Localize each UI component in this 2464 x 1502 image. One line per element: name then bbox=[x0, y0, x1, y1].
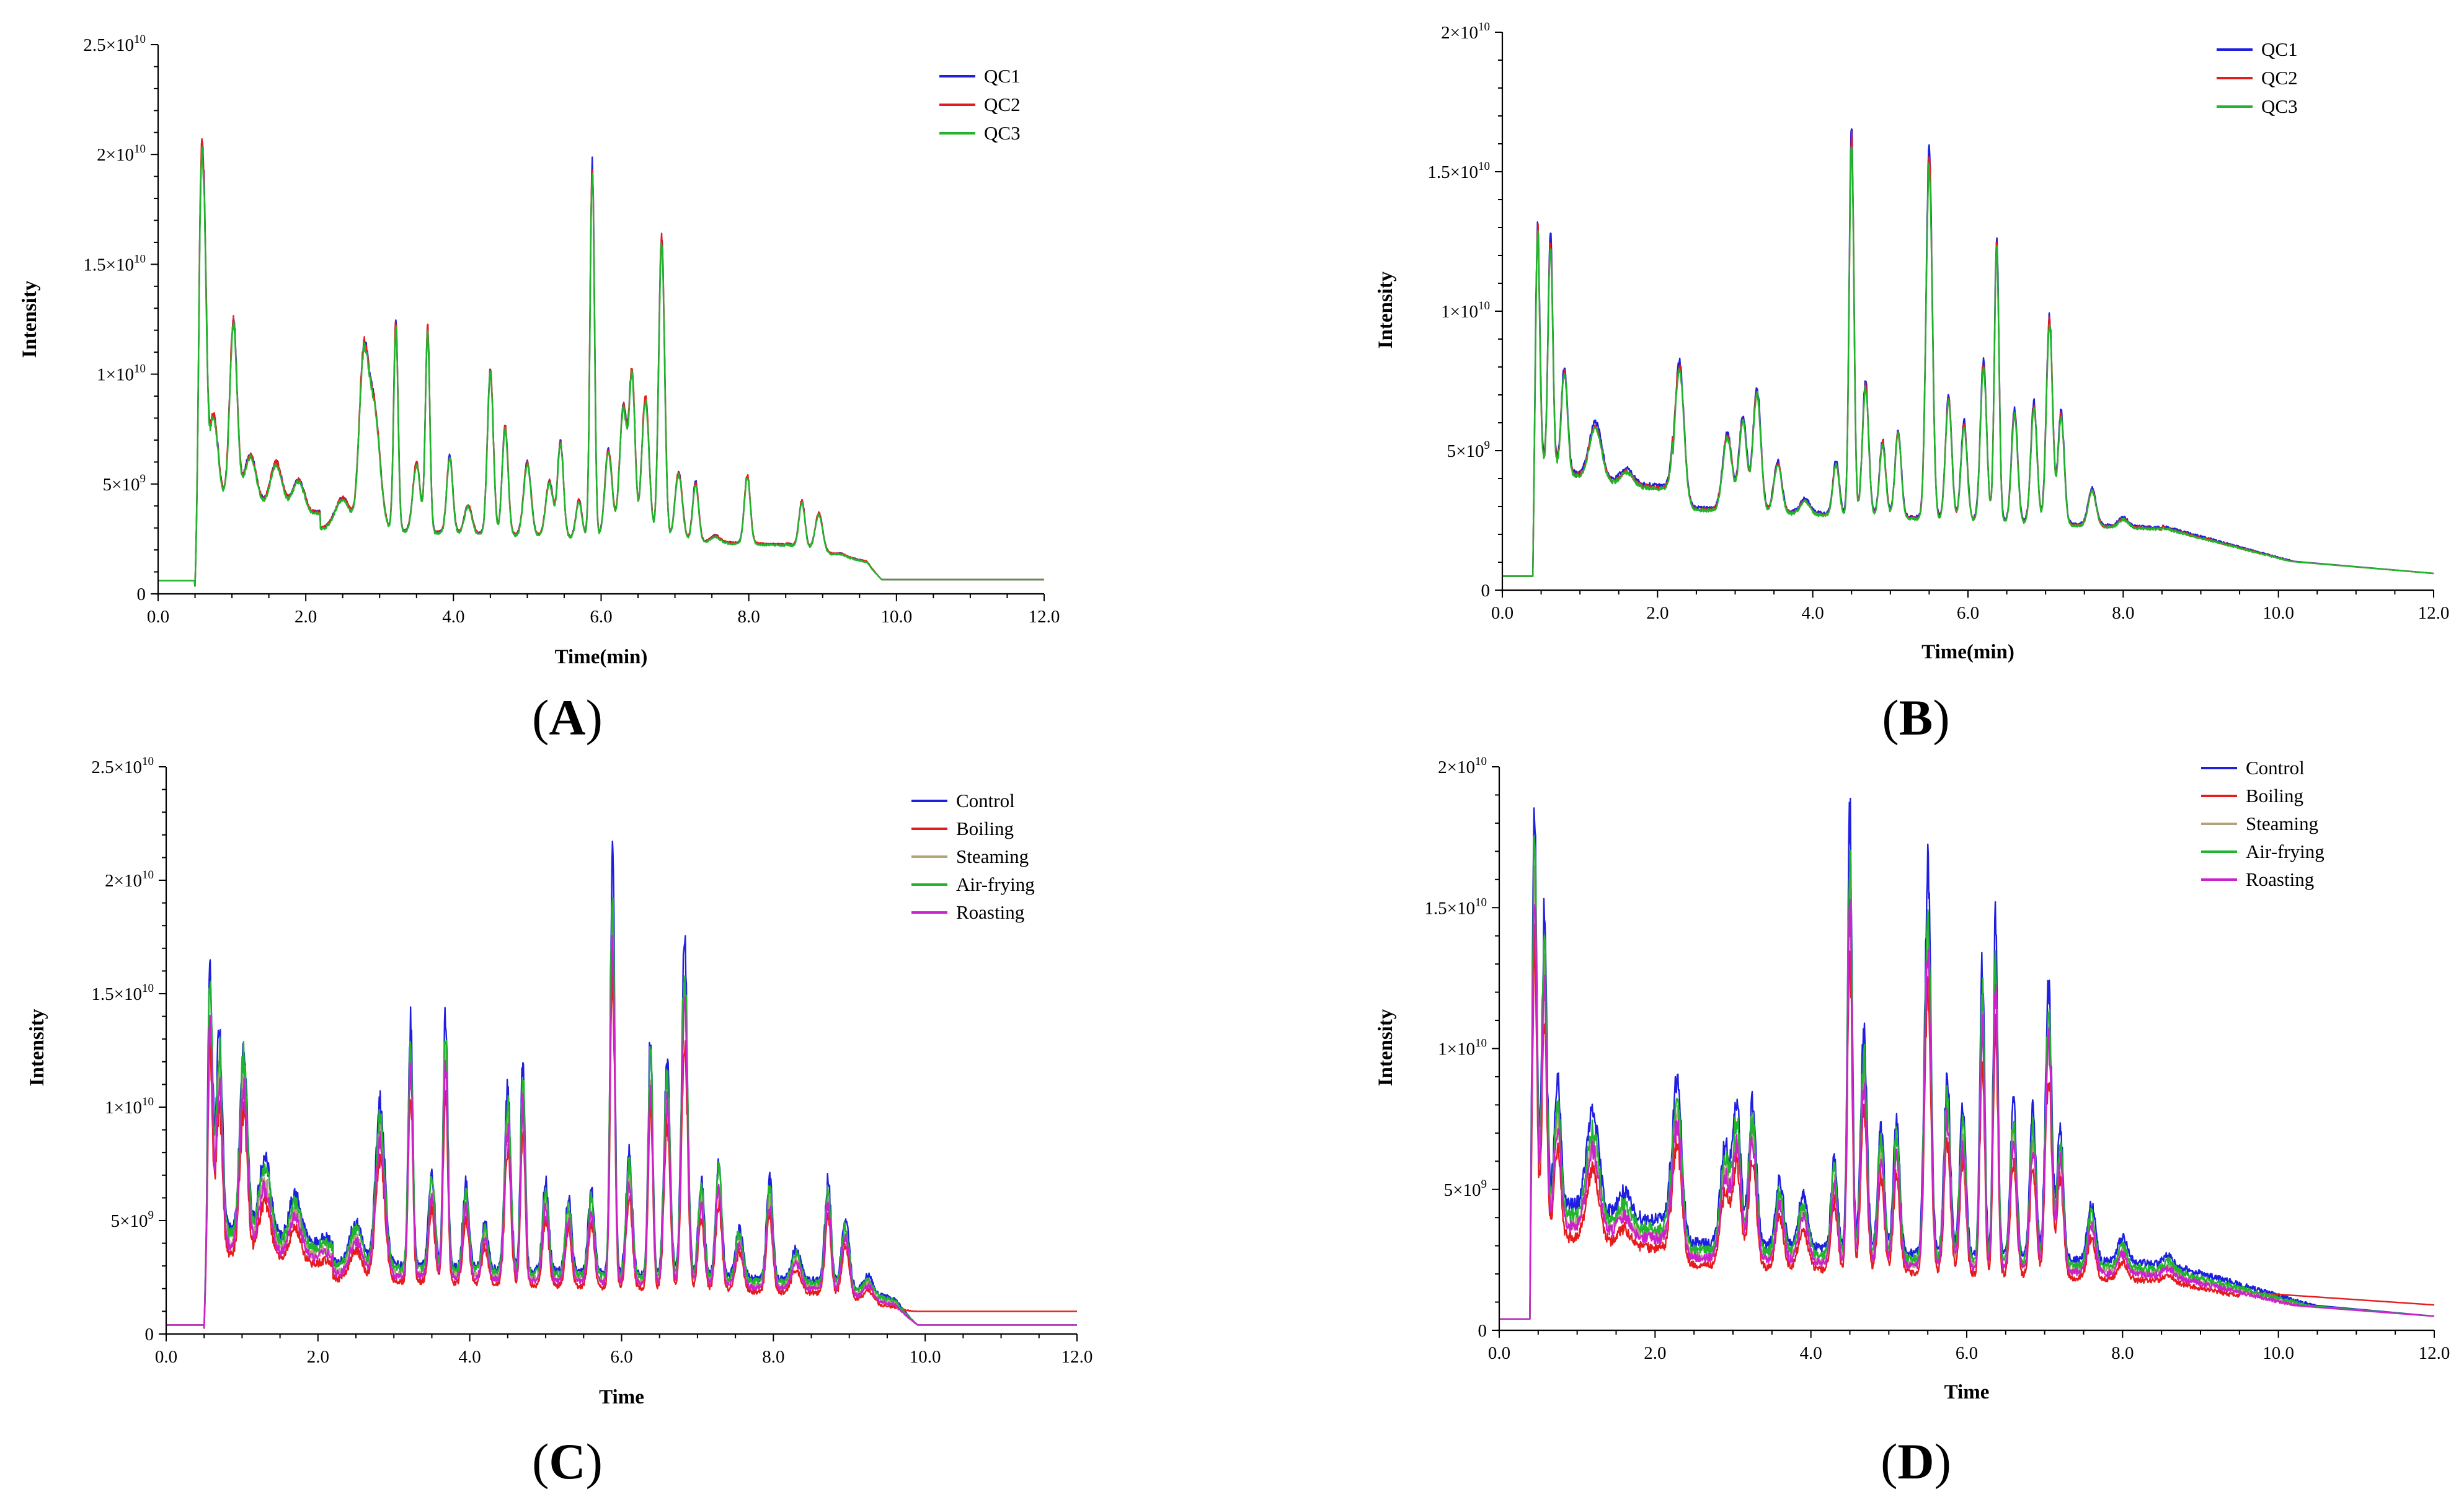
x-tick-label: 0.0 bbox=[1491, 603, 1513, 623]
y-axis-title: Intensity bbox=[1375, 271, 1397, 348]
y-tick-label: 5×109 bbox=[111, 1209, 154, 1231]
y-tick-label: 5×109 bbox=[1444, 1178, 1487, 1200]
legend-label-qc1: QC1 bbox=[984, 65, 1021, 87]
legend: QC1 QC2 QC3 bbox=[2217, 38, 2298, 117]
legend-label-qc2: QC2 bbox=[984, 94, 1021, 115]
x-tick-label: 2.0 bbox=[295, 607, 317, 627]
y-tick-label: 1.5×1010 bbox=[1427, 160, 1490, 182]
x-axis-title: Time(min) bbox=[555, 646, 648, 668]
chart-panel-D: 0.0 2.0 4.0 6.0 8.0 10.0 12.0 0 5×109 1×1010 1.5×1… bbox=[1375, 755, 2450, 1490]
panel-label: (D) bbox=[1881, 1433, 1951, 1490]
x-tick-label: 8.0 bbox=[762, 1347, 784, 1367]
series-line-qc3 bbox=[157, 146, 1045, 587]
x-axis-title: Time bbox=[599, 1386, 644, 1408]
legend-label-qc1: QC1 bbox=[2261, 38, 2298, 60]
series-line-roasting bbox=[1499, 898, 2435, 1320]
x-tick-label: 2.0 bbox=[307, 1347, 329, 1367]
legend-label-boiling: Boiling bbox=[956, 818, 1014, 839]
x-tick-label: 8.0 bbox=[738, 607, 760, 627]
y-tick-label: 0 bbox=[1478, 1321, 1487, 1341]
x-tick-label: 4.0 bbox=[459, 1347, 481, 1367]
legend-label-roasting: Roasting bbox=[2246, 868, 2314, 890]
legend-label-steaming: Steaming bbox=[2246, 813, 2318, 834]
x-tick-label: 0.0 bbox=[155, 1347, 177, 1367]
x-tick-label: 2.0 bbox=[1646, 603, 1669, 623]
x-tick-label: 4.0 bbox=[442, 607, 464, 627]
legend-label-roasting: Roasting bbox=[956, 901, 1024, 923]
series-line-qc1 bbox=[1502, 128, 2434, 577]
series-line-roasting bbox=[166, 935, 1078, 1328]
x-tick-label: 4.0 bbox=[1800, 1343, 1822, 1363]
x-tick-label: 8.0 bbox=[2111, 1343, 2134, 1363]
y-tick-label: 2×1010 bbox=[1438, 755, 1487, 777]
y-tick-label: 2×1010 bbox=[97, 143, 146, 165]
x-tick-label: 4.0 bbox=[1802, 603, 1824, 623]
x-tick-label: 10.0 bbox=[910, 1347, 941, 1367]
series-line-qc1 bbox=[157, 139, 1045, 587]
y-tick-label: 1.5×1010 bbox=[1424, 896, 1487, 918]
y-tick-label: 5×109 bbox=[1447, 439, 1490, 461]
legend: Control Boiling Steaming Air-frying Roasting bbox=[2201, 757, 2324, 890]
y-tick-label: 1×1010 bbox=[97, 363, 146, 385]
series-line-boiling bbox=[1499, 923, 2435, 1320]
series-line-qc2 bbox=[1502, 130, 2434, 577]
panel-label: (C) bbox=[532, 1433, 603, 1490]
y-axis-title: Intensity bbox=[1375, 1009, 1397, 1086]
y-tick-label: 2.5×1010 bbox=[91, 755, 154, 777]
legend-label-qc2: QC2 bbox=[2261, 67, 2298, 89]
legend: QC1 QC2 QC3 bbox=[939, 65, 1021, 144]
y-tick-label: 0 bbox=[1481, 581, 1491, 601]
y-tick-label: 1×1010 bbox=[1441, 299, 1490, 322]
series-line-boiling bbox=[166, 953, 1078, 1329]
x-tick-label: 0.0 bbox=[1488, 1343, 1510, 1363]
y-tick-label: 0 bbox=[137, 585, 146, 604]
y-tick-label: 5×109 bbox=[103, 472, 146, 495]
y-tick-label: 0 bbox=[145, 1325, 154, 1345]
y-axis-title: Intensity bbox=[26, 1009, 48, 1086]
legend-label-control: Control bbox=[2246, 757, 2305, 779]
x-tick-label: 10.0 bbox=[2262, 603, 2294, 623]
x-tick-label: 8.0 bbox=[2112, 603, 2134, 623]
panel-label: (A) bbox=[532, 689, 603, 746]
y-tick-label: 2.5×1010 bbox=[83, 33, 146, 55]
legend-label-boiling: Boiling bbox=[2246, 785, 2303, 806]
series-line-air-frying bbox=[166, 897, 1078, 1328]
legend-label-steaming: Steaming bbox=[956, 846, 1029, 867]
y-tick-label: 2×1010 bbox=[1441, 20, 1490, 43]
legend-label-air-frying: Air-frying bbox=[2246, 841, 2324, 862]
x-tick-label: 6.0 bbox=[1956, 1343, 1978, 1363]
x-tick-label: 0.0 bbox=[147, 607, 169, 627]
x-tick-label: 10.0 bbox=[880, 607, 912, 627]
y-axis-title: Intensity bbox=[19, 280, 41, 358]
x-tick-label: 12.0 bbox=[1061, 1347, 1093, 1367]
x-tick-label: 6.0 bbox=[610, 1347, 632, 1367]
x-axis-title: Time(min) bbox=[1921, 641, 2014, 663]
legend-label-qc3: QC3 bbox=[2261, 95, 2298, 117]
y-tick-label: 1.5×1010 bbox=[83, 252, 146, 275]
y-tick-label: 1×1010 bbox=[1438, 1037, 1487, 1059]
series-line-qc2 bbox=[157, 138, 1045, 587]
chart-panel-A: 0.0 2.0 4.0 6.0 8.0 10.0 12.0 0 5×109 1×1010 1.5×1… bbox=[19, 33, 1060, 746]
y-tick-label: 1×1010 bbox=[105, 1095, 154, 1118]
series-line-qc3 bbox=[1502, 146, 2434, 577]
chart-panel-B: 0.0 2.0 4.0 6.0 8.0 10.0 12.0 0 5×109 1×1010 1.5×1… bbox=[1375, 20, 2449, 746]
legend-label-air-frying: Air-frying bbox=[956, 873, 1035, 895]
legend: Control Boiling Steaming Air-frying Roasting bbox=[911, 790, 1035, 923]
y-tick-label: 1.5×1010 bbox=[91, 982, 154, 1004]
x-tick-label: 6.0 bbox=[590, 607, 612, 627]
legend-label-qc3: QC3 bbox=[984, 122, 1021, 144]
x-tick-label: 12.0 bbox=[1029, 607, 1060, 627]
x-tick-label: 10.0 bbox=[2262, 1343, 2294, 1363]
legend-label-control: Control bbox=[956, 790, 1015, 811]
chart-panel-C: 0.0 2.0 4.0 6.0 8.0 10.0 12.0 0 5×109 1×1010 1.5×1… bbox=[26, 755, 1092, 1490]
x-tick-label: 12.0 bbox=[2418, 603, 2450, 623]
y-tick-label: 2×1010 bbox=[105, 868, 154, 891]
x-tick-label: 2.0 bbox=[1644, 1343, 1666, 1363]
x-axis-title: Time bbox=[1944, 1381, 1990, 1403]
panel-label: (B) bbox=[1882, 689, 1949, 746]
x-tick-label: 12.0 bbox=[2419, 1343, 2450, 1363]
x-tick-label: 6.0 bbox=[1957, 603, 1979, 623]
